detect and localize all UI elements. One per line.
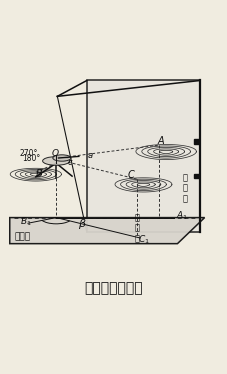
Text: 铅
垂
面: 铅 垂 面 bbox=[133, 213, 138, 243]
Polygon shape bbox=[86, 80, 199, 232]
Text: B: B bbox=[36, 169, 42, 179]
Text: c: c bbox=[67, 158, 72, 167]
Polygon shape bbox=[10, 218, 204, 243]
Text: $B_1$: $B_1$ bbox=[20, 215, 32, 228]
Text: 水平角测量原理: 水平角测量原理 bbox=[84, 281, 143, 295]
Text: 270°: 270° bbox=[20, 149, 38, 159]
Ellipse shape bbox=[53, 155, 71, 161]
Text: 180°: 180° bbox=[22, 154, 40, 163]
Text: a: a bbox=[88, 151, 93, 160]
Text: C: C bbox=[127, 170, 134, 180]
Text: A: A bbox=[156, 136, 163, 146]
Text: β: β bbox=[77, 219, 84, 229]
Text: 水平面: 水平面 bbox=[14, 232, 30, 241]
Text: O: O bbox=[52, 149, 59, 158]
Bar bbox=[194, 140, 199, 144]
Text: 铅
垂
面: 铅 垂 面 bbox=[182, 173, 187, 203]
Bar bbox=[194, 174, 199, 178]
Text: $C_1$: $C_1$ bbox=[137, 234, 149, 246]
Text: $A_1$: $A_1$ bbox=[175, 210, 188, 222]
Ellipse shape bbox=[42, 157, 69, 165]
